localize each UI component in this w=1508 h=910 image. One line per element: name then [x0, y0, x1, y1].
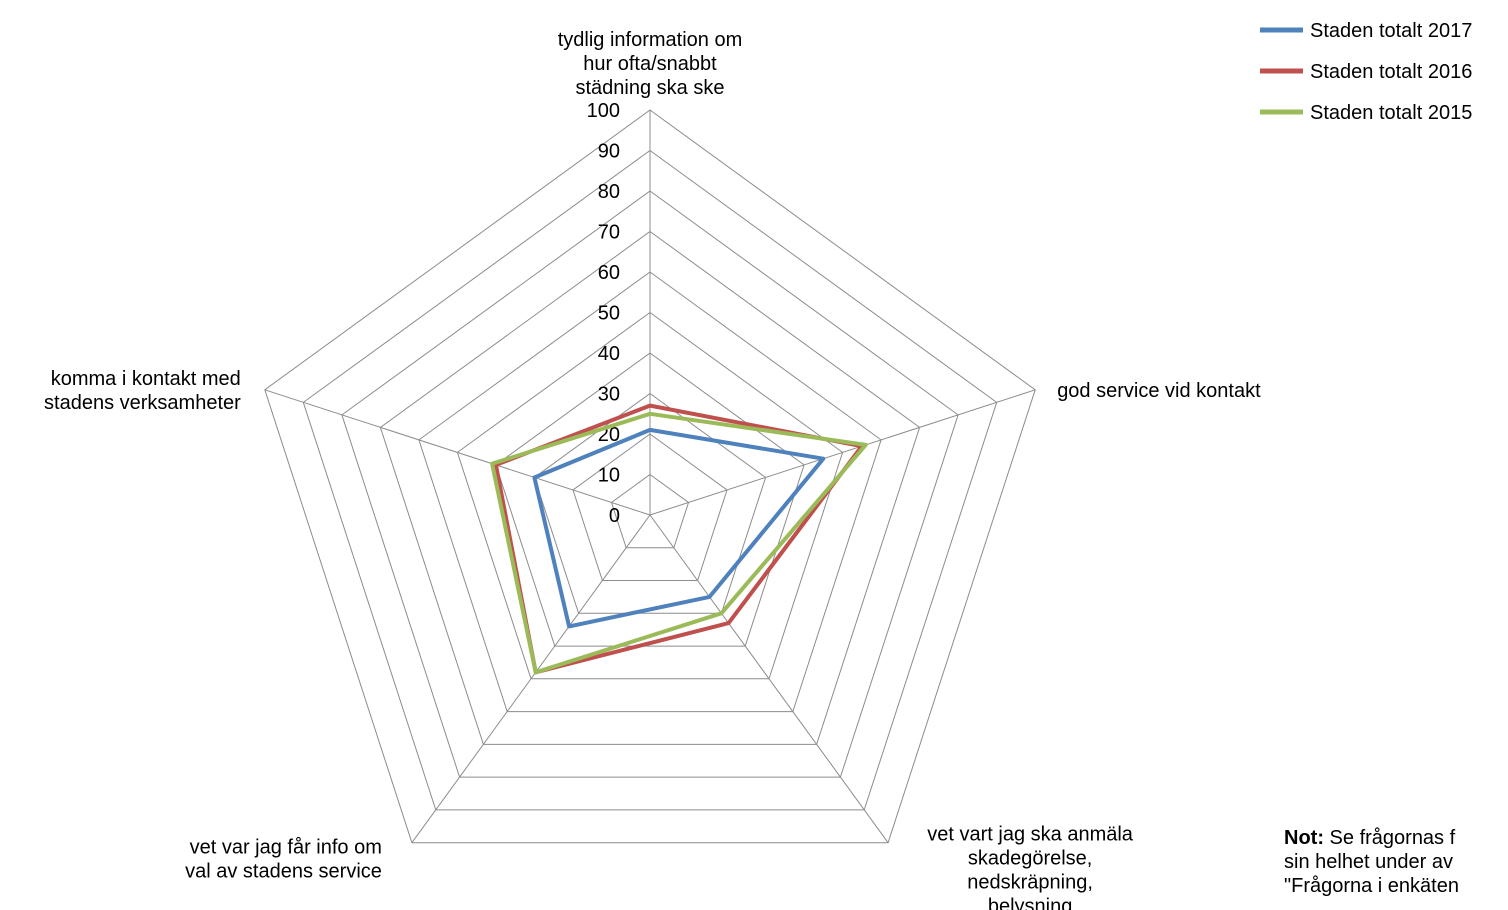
note-label: Not:	[1284, 827, 1324, 849]
tick-label: 30	[598, 384, 620, 406]
tick-label: 70	[598, 222, 620, 244]
radar-grid	[264, 109, 1036, 844]
grid-ring	[610, 473, 690, 549]
category-label-line: skadegörelse,	[968, 848, 1093, 870]
tick-label: 90	[598, 141, 620, 163]
radar-series	[490, 403, 868, 675]
grid-ring	[264, 109, 1036, 844]
category-label-line: stadens verksamheter	[44, 392, 241, 414]
grid-ring	[418, 271, 882, 713]
category-label-line: belysning	[988, 896, 1073, 910]
category-label-line: komma i kontakt med	[51, 368, 241, 390]
axis-spoke	[649, 514, 889, 843]
category-label-line: nedskräpning,	[967, 872, 1093, 894]
category-labels: tydlig information om hur ofta/snabbt städ…	[44, 29, 1261, 910]
grid-ring	[341, 190, 959, 778]
note-text-1: Se frågornas f	[1329, 827, 1456, 849]
axis-spoke	[264, 389, 651, 516]
series-line-3	[490, 411, 868, 675]
tick-label: 100	[587, 100, 620, 122]
category-label-line: vet vart jag ska anmäla	[927, 824, 1134, 846]
note-text-3: "Frågorna i enkäten	[1284, 875, 1459, 897]
chart-note: Not: Se frågornas f sin helhet under av …	[1284, 826, 1508, 898]
note-text-2: sin helhet under av	[1284, 851, 1454, 873]
tick-label: 60	[598, 262, 620, 284]
category-label: vet var jag får info om val av stadens se…	[185, 837, 382, 883]
tick-label: 40	[598, 343, 620, 365]
category-label-line: val av stadens service	[185, 861, 382, 883]
legend-label: Staden totalt 2016	[1310, 61, 1472, 83]
category-label-line: städning ska ske	[576, 77, 725, 99]
category-label-line: hur ofta/snabbt	[583, 53, 717, 75]
tick-label: 10	[598, 465, 620, 487]
category-label: tydlig information om hur ofta/snabbt städ…	[558, 29, 743, 99]
grid-ring	[495, 352, 805, 647]
series-line-1	[532, 427, 826, 629]
note-line-1: Not: Se frågornas f	[1284, 826, 1508, 850]
tick-label: 50	[598, 303, 620, 325]
grid-ring	[379, 230, 921, 745]
category-label-line: vet var jag får info om	[190, 837, 382, 859]
radar-axes	[264, 110, 1036, 843]
grid-ring	[302, 149, 998, 811]
grid-ring	[533, 392, 767, 614]
category-label: vet vart jag ska anmäla skadegörelse, neds…	[927, 824, 1134, 910]
category-label: komma i kontakt med stadens verksamheter	[44, 368, 241, 414]
grid-ring	[456, 311, 844, 680]
legend: Staden totalt 2017 Staden totalt 2016 Stad…	[1260, 20, 1472, 124]
legend-label: Staden totalt 2015	[1310, 102, 1472, 124]
category-label: god service vid kontakt	[1057, 380, 1261, 402]
grid-ring	[572, 433, 728, 581]
axis-spoke	[649, 389, 1036, 516]
tick-label: 80	[598, 181, 620, 203]
legend-label: Staden totalt 2017	[1310, 20, 1472, 42]
axis-spoke	[411, 514, 651, 843]
tick-label: 0	[609, 505, 620, 527]
category-label-line: tydlig information om	[558, 29, 743, 51]
category-label-line: god service vid kontakt	[1057, 380, 1261, 402]
